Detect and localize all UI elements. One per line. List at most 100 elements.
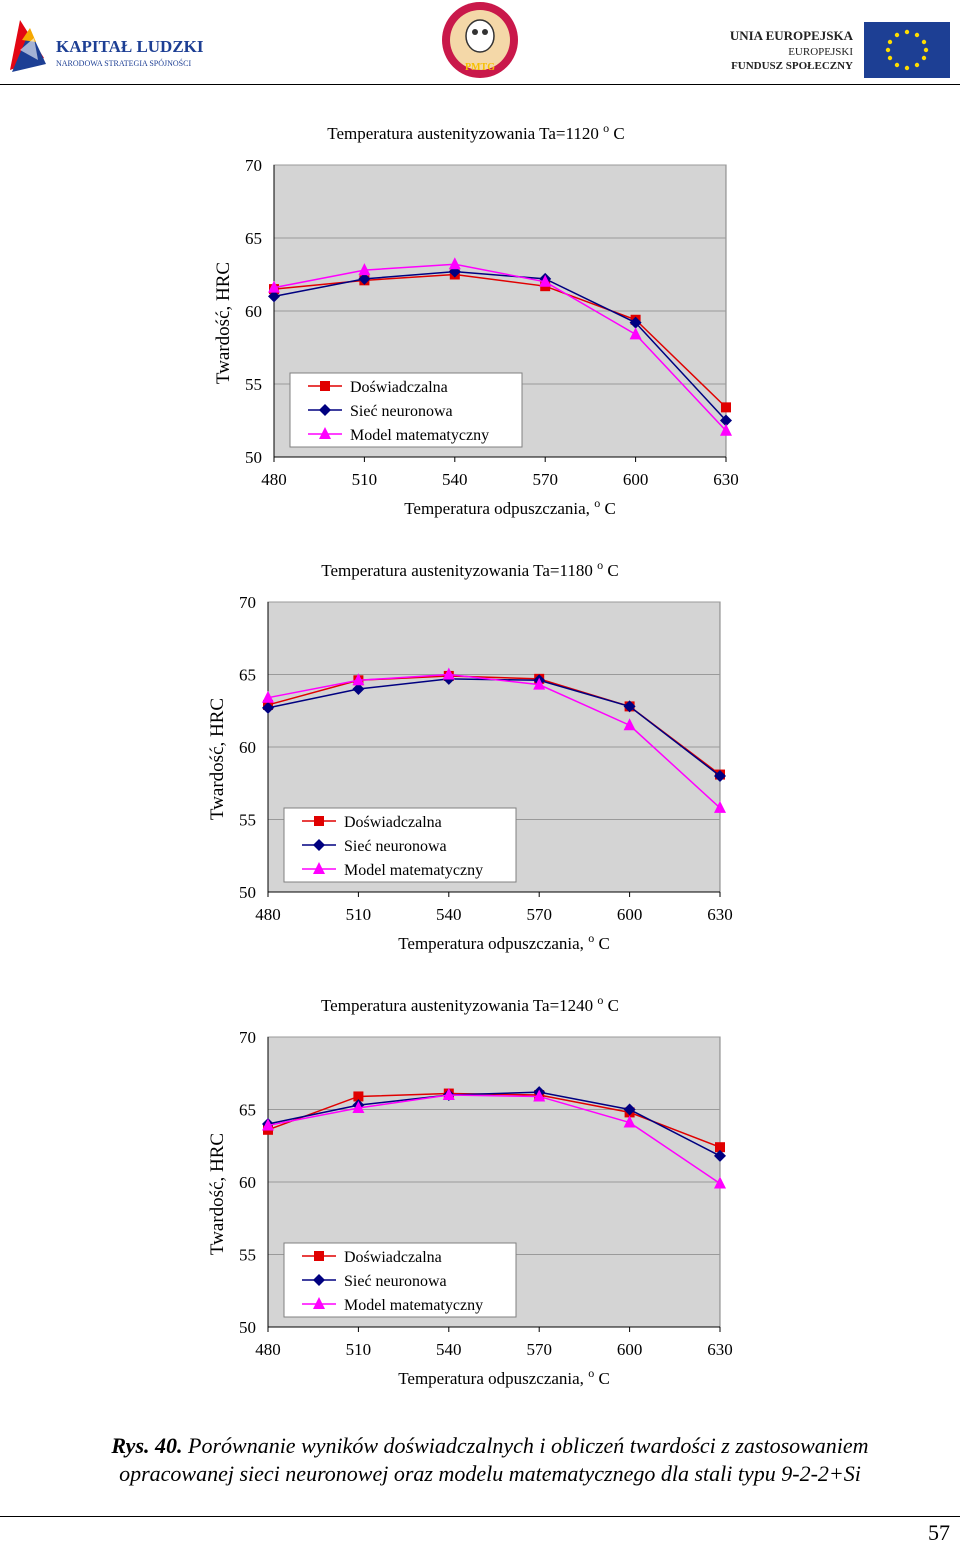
data-point-diamond	[714, 770, 726, 782]
y-tick-label: 65	[239, 666, 256, 685]
chart-title-main: Temperatura austenityzowania Ta=1180	[321, 561, 597, 580]
data-point-diamond	[623, 700, 636, 713]
y-tick-label: 50	[239, 883, 256, 902]
data-point-triangle	[442, 1088, 455, 1100]
eu-line1: UNIA EUROPEJSKA	[730, 28, 854, 43]
legend-marker-triangle	[313, 1297, 325, 1309]
legend-label: Sieć neuronowa	[350, 403, 453, 420]
page-number: 57	[928, 1520, 950, 1545]
kapital-ludzki-logo: KAPITAŁ LUDZKI NARODOWA STRATEGIA SPÓJNO…	[10, 20, 204, 72]
x-tick-label: 600	[617, 1340, 643, 1359]
y-tick-label: 50	[239, 1318, 256, 1337]
legend-label: Model matematyczny	[344, 862, 483, 879]
data-point-triangle	[623, 718, 636, 731]
data-point-square	[353, 1091, 364, 1102]
data-point-square	[721, 402, 731, 413]
kapital-ludzki-title: KAPITAŁ LUDZKI	[56, 37, 204, 56]
x-axis-label: Temperatura odpuszczania, o C	[404, 496, 616, 518]
legend-marker-square	[314, 1251, 324, 1261]
series-line	[273, 270, 727, 422]
eu-line3: FUNDUSZ SPOŁECZNY	[731, 60, 853, 72]
x-tick-label: 630	[707, 1340, 733, 1359]
legend-label: Model matematyczny	[350, 427, 489, 444]
x-tick-label: 540	[436, 905, 462, 924]
center-logo: PMTG	[442, 2, 518, 78]
x-tick-label: 570	[526, 1340, 552, 1359]
center-logo-text: PMTG	[465, 62, 495, 73]
y-tick-label: 50	[245, 448, 262, 467]
data-point-triangle	[714, 800, 726, 813]
y-tick-label: 70	[239, 593, 256, 612]
y-tick-label: 60	[245, 302, 262, 321]
legend-marker-triangle	[319, 427, 331, 439]
series-line	[267, 1091, 721, 1157]
legend-marker-square	[314, 816, 324, 826]
chart-title-sup: o	[603, 121, 609, 135]
legend-marker-triangle	[313, 862, 325, 874]
legend-marker-square	[320, 381, 330, 391]
chart-ta-1180: 50 55 60 65 70 480 510 540 570 600 630 Temperatura …	[207, 558, 733, 953]
chart-title-sup: o	[597, 558, 603, 572]
caption-label: Rys. 40.	[111, 1433, 183, 1458]
data-point-triangle	[533, 677, 546, 690]
x-tick-label: 570	[532, 470, 558, 489]
data-point-diamond	[629, 316, 642, 329]
x-tick-label: 510	[352, 470, 378, 489]
legend-label: Doświadczalna	[344, 1249, 442, 1266]
y-axis-label: Twardość, HRC	[213, 262, 234, 384]
footer-divider	[0, 1516, 960, 1517]
chart-title-sup: o	[597, 993, 603, 1007]
chart-title-end: C	[603, 561, 619, 580]
data-point-diamond	[352, 683, 365, 695]
legend-label: Sieć neuronowa	[344, 1273, 447, 1290]
data-point-triangle	[262, 690, 274, 703]
x-axis-label-sup: o	[588, 931, 594, 945]
data-point-diamond	[268, 290, 280, 303]
x-tick-label: 570	[526, 905, 552, 924]
x-axis-label-main: Temperatura odpuszczania,	[398, 1369, 588, 1388]
caption-line2: opracowanej sieci neuronowej oraz modelu…	[119, 1461, 861, 1486]
y-tick-label: 60	[239, 1173, 256, 1192]
data-point-triangle	[720, 423, 732, 436]
x-tick-label: 510	[346, 1340, 372, 1359]
x-tick-label: 630	[707, 905, 733, 924]
x-tick-label: 540	[442, 470, 468, 489]
eu-line2: EUROPEJSKI	[788, 46, 853, 58]
x-axis-label-main: Temperatura odpuszczania,	[404, 499, 594, 518]
data-point-triangle	[629, 327, 642, 340]
kapital-ludzki-subtitle: NARODOWA STRATEGIA SPÓJNOŚCI	[56, 58, 191, 68]
data-point-square	[715, 1142, 725, 1153]
y-tick-label: 55	[239, 811, 256, 830]
legend-label: Doświadczalna	[350, 379, 448, 396]
chart-ta-1120: 50 55 60 65 70 480 510 540 570 600 630 Temperatura …	[213, 121, 739, 518]
x-axis-label: Temperatura odpuszczania, o C	[398, 1366, 610, 1388]
chart-ta-1240: 50 55 60 65 70 480 510 540 570 600 630 Temperatura …	[207, 993, 733, 1388]
eu-logo: UNIA EUROPEJSKA EUROPEJSKI FUNDUSZ SPOŁE…	[730, 22, 950, 78]
y-tick-label: 70	[245, 156, 262, 175]
data-point-triangle	[268, 280, 280, 293]
data-point-triangle	[442, 667, 455, 680]
data-point-diamond	[358, 272, 371, 285]
x-tick-label: 600	[617, 905, 643, 924]
chart-title-main: Temperatura austenityzowania Ta=1240	[321, 996, 597, 1015]
x-axis-label-end: C	[594, 934, 610, 953]
chart-title: Temperatura austenityzowania Ta=1240 o C	[321, 993, 619, 1015]
chart-title: Temperatura austenityzowania Ta=1180 o C	[321, 558, 618, 580]
data-point-triangle	[358, 263, 371, 276]
x-axis-label-sup: o	[588, 1366, 594, 1380]
data-point-triangle	[714, 1176, 726, 1189]
legend-marker-diamond	[313, 1274, 325, 1286]
data-point-triangle	[352, 673, 365, 686]
x-axis-label-end: C	[594, 1369, 610, 1388]
y-tick-label: 55	[245, 375, 262, 394]
y-tick-label: 55	[239, 1246, 256, 1265]
y-axis-label: Twardość, HRC	[207, 698, 228, 820]
header-divider	[0, 84, 960, 85]
y-tick-label: 60	[239, 738, 256, 757]
page-header: KAPITAŁ LUDZKI NARODOWA STRATEGIA SPÓJNO…	[0, 0, 960, 84]
series-line	[267, 1094, 721, 1185]
data-point-diamond	[623, 1103, 636, 1116]
x-tick-label: 480	[261, 470, 287, 489]
x-tick-label: 600	[623, 470, 649, 489]
data-point-diamond	[262, 701, 274, 714]
